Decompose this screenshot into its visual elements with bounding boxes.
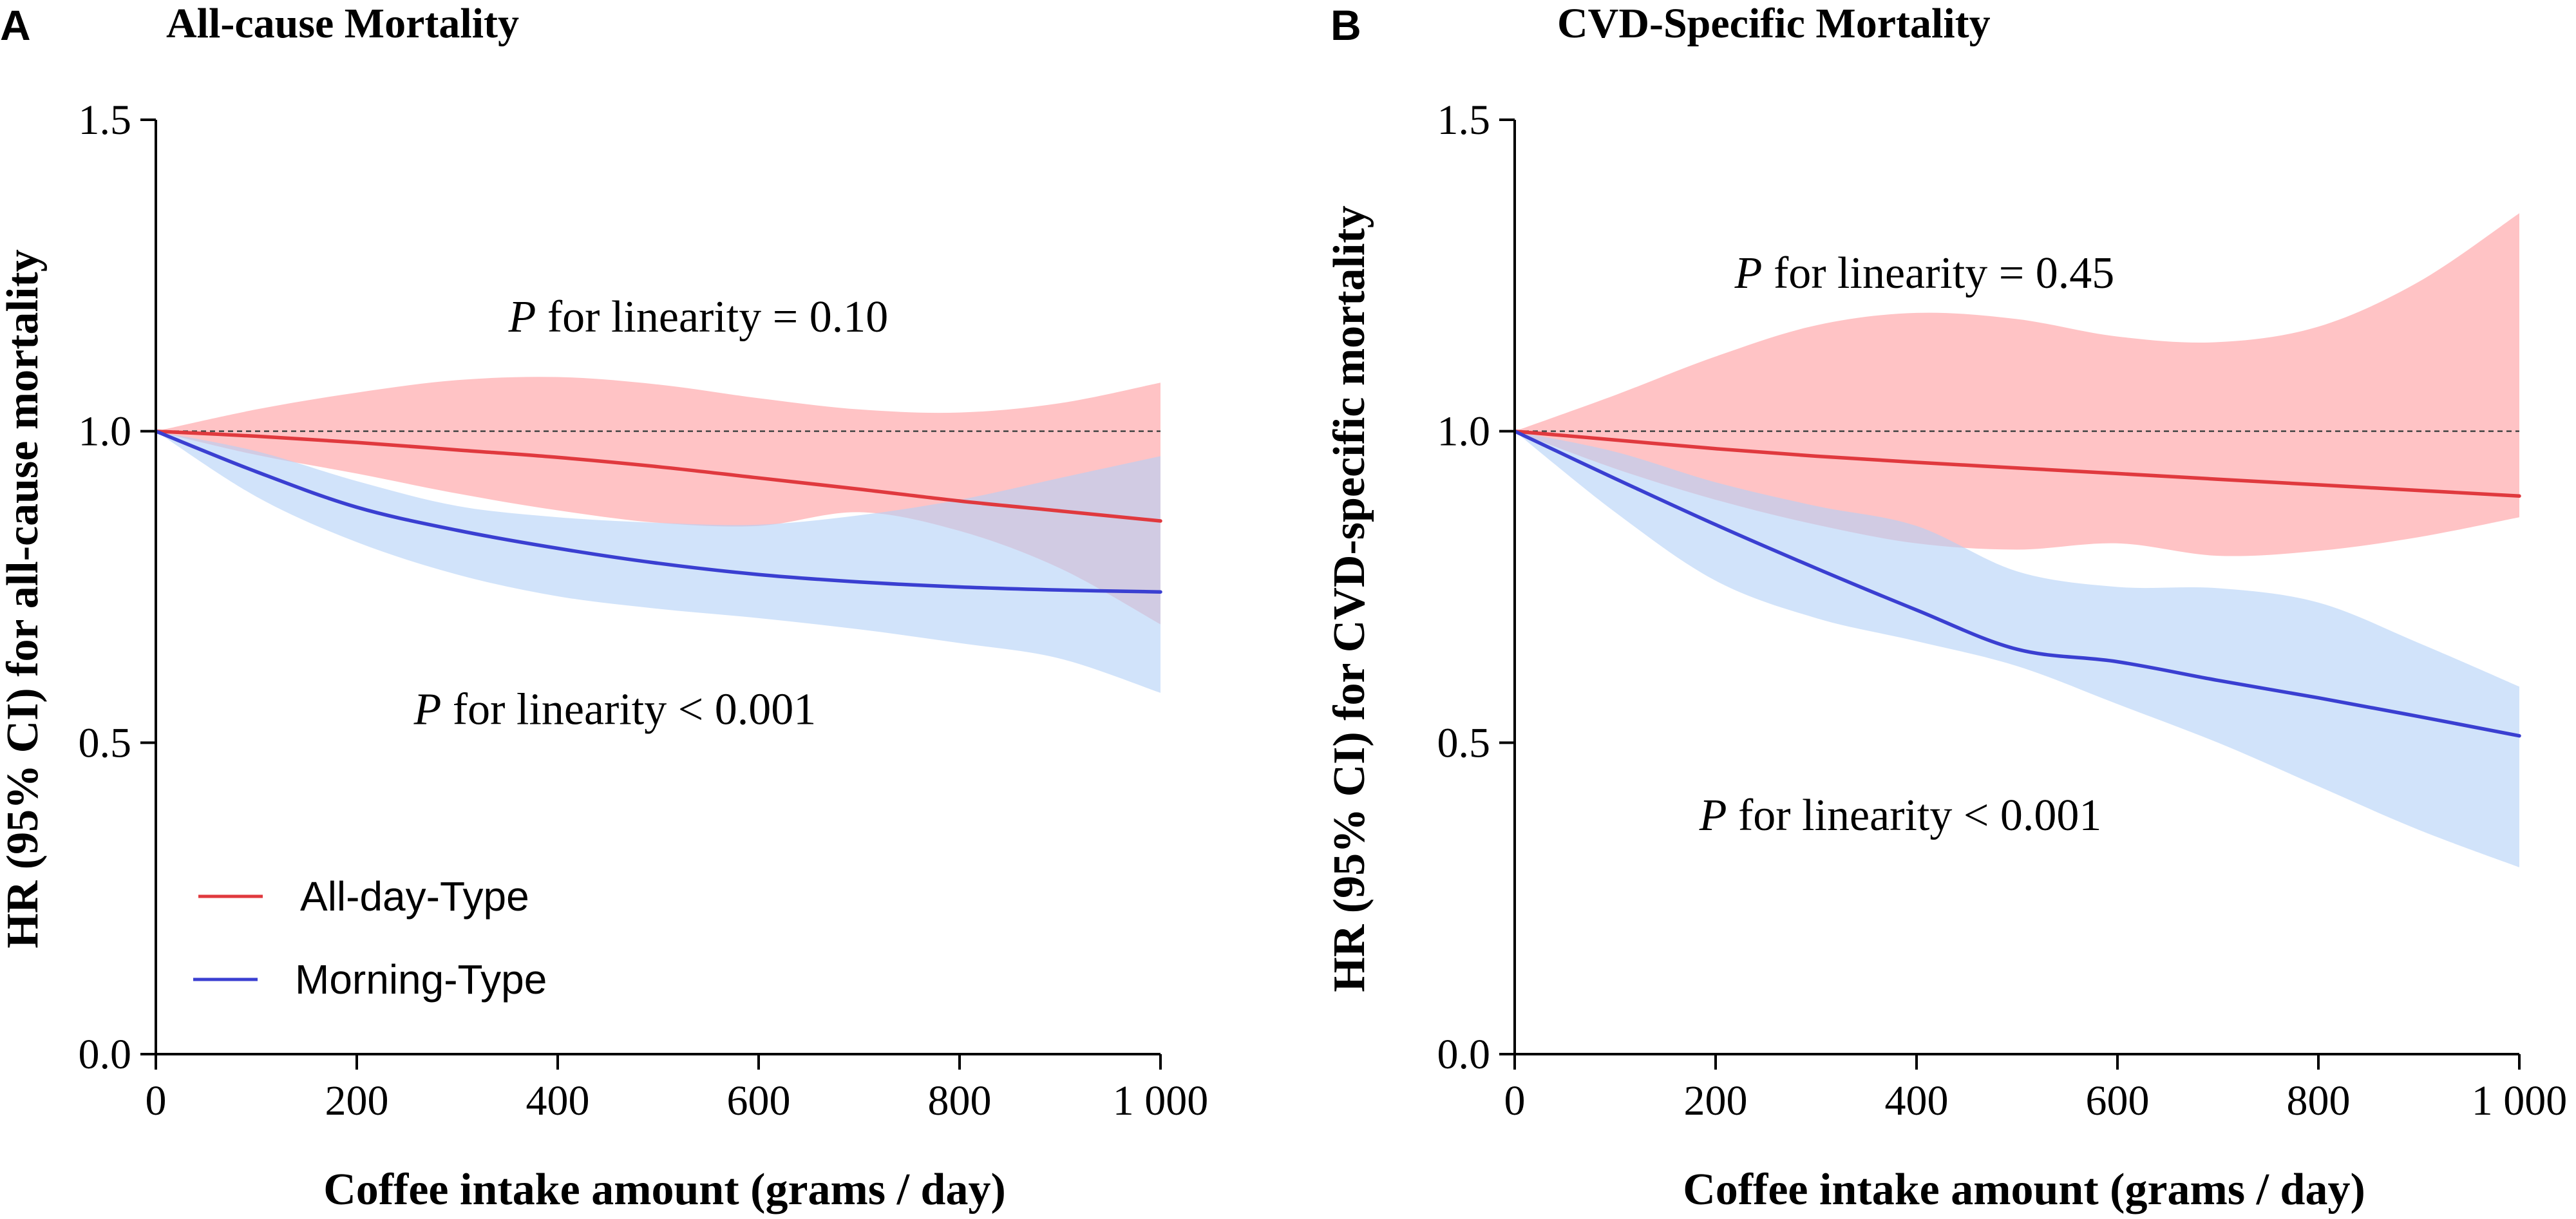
linearity-annotation-b-2: P for linearity < 0.001 [1699, 791, 2102, 840]
legend: All-day-Type Morning-Type [193, 873, 547, 1003]
y-tick-label-a: 1.0 [79, 408, 132, 455]
x-axis-title-a: Coffee intake amount (grams / day) [323, 1165, 1006, 1214]
panel-title-a: All-cause Mortality [166, 0, 519, 47]
x-tick-label-b: 0 [1504, 1077, 1526, 1124]
y-tick-label-b: 1.0 [1437, 408, 1491, 455]
y-axis-title-a: HR (95% CI) for all-cause mortality [0, 249, 48, 948]
x-tick-label-b: 400 [1885, 1077, 1949, 1124]
plot-area-a: 0.0 0.5 1.0 1.5 0 200 400 600 800 1 000 P for line… [79, 97, 1209, 1124]
x-tick-label-a: 800 [928, 1077, 992, 1124]
linearity-annotation-b-1: P for linearity = 0.45 [1734, 249, 2115, 298]
x-axis-title-b: Coffee intake amount (grams / day) [1683, 1165, 2365, 1214]
x-tick-label-a: 1 000 [1113, 1077, 1209, 1124]
y-tick-label-a: 0.5 [79, 719, 132, 766]
y-tick-label-b: 0.0 [1437, 1031, 1491, 1078]
x-tick-label-a: 200 [325, 1077, 389, 1124]
panel-cvd-specific: B CVD-Specific Mortality 0.0 0.5 1.0 1.5 0 20… [1325, 0, 2567, 1214]
panel-letter-b: B [1331, 1, 1361, 49]
x-tick-label-a: 600 [727, 1077, 791, 1124]
x-tick-label-b: 200 [1684, 1077, 1748, 1124]
ci-band-all-day-b [1515, 213, 2519, 556]
x-tick-label-a: 400 [526, 1077, 590, 1124]
panel-all-cause: A All-cause Mortality 0.0 0.5 1.0 1.5 0 200 40… [0, 0, 1208, 1214]
panel-letter-a: A [0, 1, 31, 49]
legend-label-morning: Morning-Type [295, 956, 547, 1003]
x-tick-label-b: 600 [2086, 1077, 2150, 1124]
x-tick-label-a: 0 [146, 1077, 167, 1124]
ci-band-all-day-a [156, 377, 1160, 625]
series-line-all-day-b [1513, 429, 2521, 498]
x-tick-label-b: 1 000 [2472, 1077, 2568, 1124]
series-line-morning-b [1513, 429, 2521, 738]
y-tick-label-b: 1.5 [1437, 97, 1491, 144]
plot-area-b: 0.0 0.5 1.0 1.5 0 200 400 600 800 1 000 P for line… [1437, 97, 2568, 1124]
y-tick-label-b: 0.5 [1437, 719, 1491, 766]
y-tick-label-a: 0.0 [79, 1031, 132, 1078]
y-axis-title-b: HR (95% CI) for CVD-specific mortality [1325, 205, 1374, 992]
legend-label-all-day: All-day-Type [300, 873, 529, 920]
linearity-annotation-a-1: P for linearity = 0.10 [508, 292, 889, 342]
x-tick-label-b: 800 [2287, 1077, 2351, 1124]
panel-title-b: CVD-Specific Mortality [1557, 0, 1991, 47]
series-line-morning-a [154, 429, 1162, 594]
y-tick-label-a: 1.5 [79, 97, 132, 144]
linearity-annotation-a-2: P for linearity < 0.001 [413, 685, 817, 734]
series-line-all-day-a [154, 429, 1162, 523]
